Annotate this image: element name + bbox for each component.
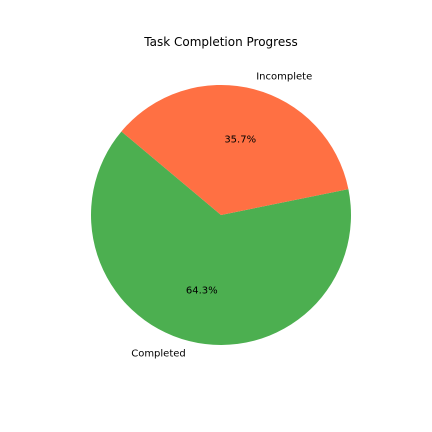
percent-label-incomplete: 35.7%	[224, 134, 256, 145]
slice-label-completed: Completed	[131, 349, 186, 360]
pie-slice-completed	[90, 131, 351, 345]
pie-slices	[90, 84, 351, 345]
slice-label-incomplete: Incomplete	[256, 71, 312, 82]
pie-labels: Completed 64.3% Incomplete 35.7%	[131, 71, 312, 359]
chart-title: Task Completion Progress	[143, 35, 297, 49]
pie-slice-incomplete	[121, 84, 349, 216]
percent-label-completed: 64.3%	[186, 286, 218, 297]
